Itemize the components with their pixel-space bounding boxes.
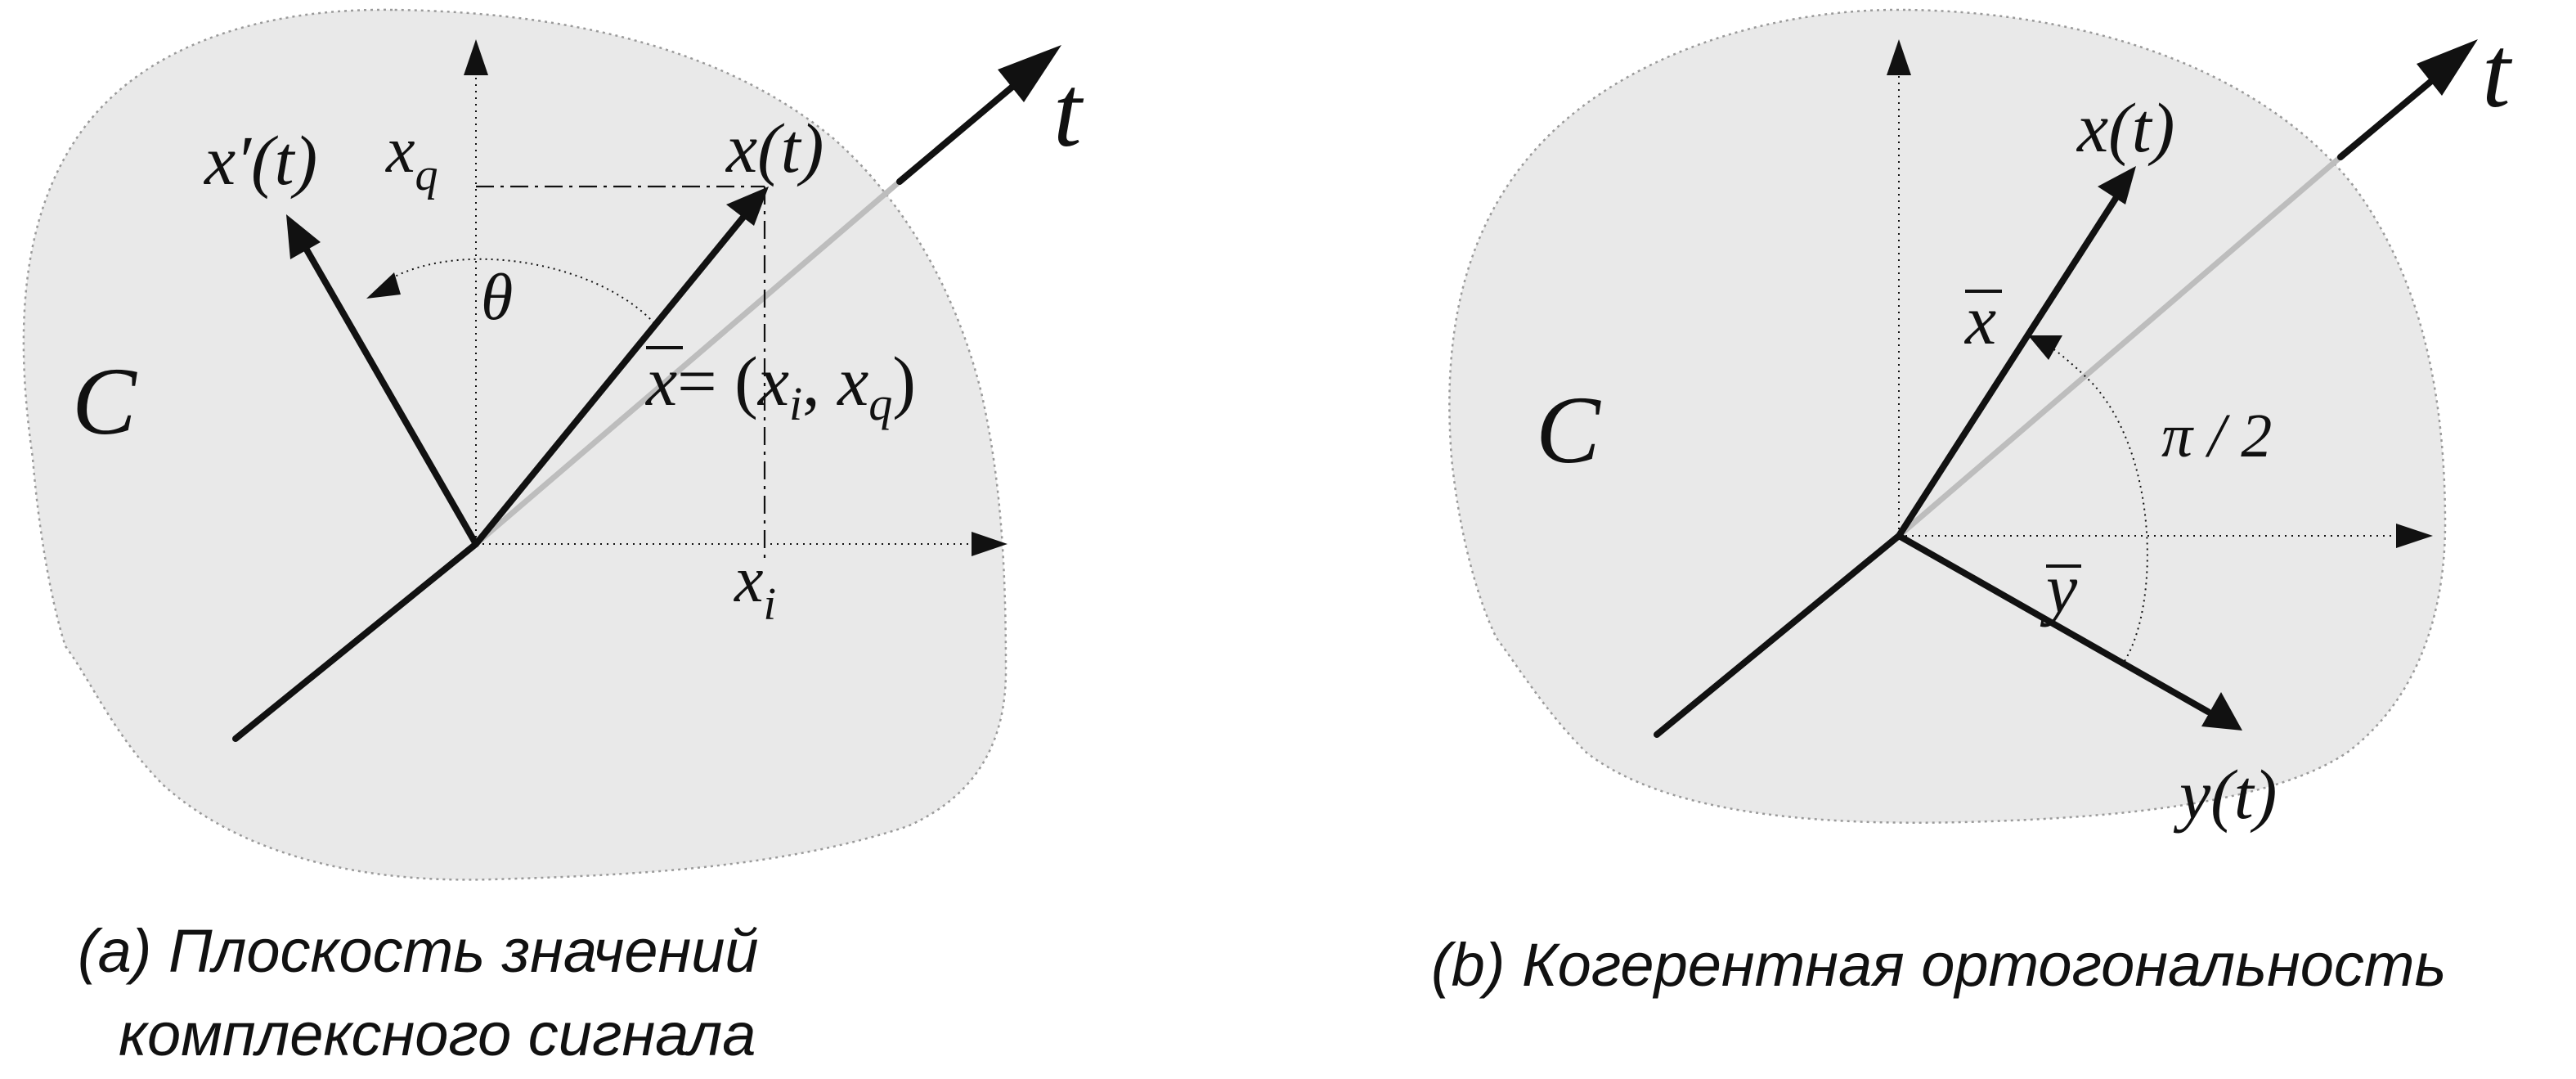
panel-a-point-comma: , [802, 342, 837, 420]
panel-a-quadrature-axis-label-sub: q [415, 150, 438, 200]
panel-b-caption: (b) Когерентная ортогональность [1431, 931, 2446, 999]
panel-a-vector-x-prime-label: x′(t) [203, 121, 317, 200]
panel-a-vector-x-prime [301, 242, 479, 547]
panel-b-vector-x-label: x(t) [2076, 88, 2174, 167]
panel-b-time-axis-label: t [2482, 16, 2513, 129]
panel-b-vector-y-arrow [2201, 692, 2242, 731]
panel-a-time-axis-arrow [998, 45, 1061, 102]
panel-a-inphase-axis-label-main: x [734, 544, 764, 616]
panel-b-vertical-axis-arrow [1887, 39, 1911, 75]
panel-a-region-label: C [72, 348, 137, 455]
panel-a-vector-x-prime-arrow [286, 214, 321, 259]
panel-a-time-axis-label: t [1053, 56, 1084, 169]
panel-a-angle-label: θ [481, 262, 513, 334]
panel-b-angle-arc-arrow [2028, 335, 2062, 360]
panel-b-time-axis-back [1654, 533, 1902, 738]
panel-a-complex-region [22, 8, 1008, 881]
panel-a-quadrature-axis-label-main: x [385, 115, 415, 187]
panel-a-inphase-axis-label-sub: i [764, 579, 777, 630]
panel-b-angle-label: π / 2 [2161, 402, 2272, 470]
panel-a-point-equation: x= (xi, xq) [644, 342, 916, 430]
panel-a-vector-x [473, 208, 752, 547]
panel-a-point-x2: x [836, 342, 868, 420]
panel-b-horizontal-axis-arrow [2396, 524, 2433, 548]
panel-a-caption-line2: комплексного сигнала [119, 1000, 756, 1068]
panel-a-time-axis-outer [896, 75, 1025, 185]
panel-b-time-axis-arrow [2417, 39, 2478, 96]
panel-a-point-sub-i: i [789, 377, 802, 430]
panel-a-point-vector: x [644, 342, 677, 420]
panel-a-point-eq-open: = ( [677, 342, 758, 420]
panel-a-quadrature-axis-label: xq [385, 115, 438, 200]
panel-a-point-eq-close: ) [892, 342, 916, 420]
panel-a-time-axis-back [232, 541, 479, 742]
panel-a-angle-arc-arrow [366, 272, 401, 299]
panel-b-time-axis-inner [1896, 155, 2343, 538]
panel-a-caption-line1: (a) Плоскость значений [78, 917, 759, 985]
panel-a-quadrature-axis-arrow [464, 39, 488, 75]
panel-b: C t x(t) y(t) x y π / 2 (b) Когерентная … [1431, 8, 2513, 999]
panel-a-time-axis-inner [473, 179, 902, 546]
panel-a-point-sub-q: q [868, 377, 892, 430]
panel-b-vector-y-label: y(t) [2173, 755, 2277, 834]
panel-a-vector-x-label: x(t) [725, 109, 824, 187]
panel-b-ybar-label: y [2040, 549, 2078, 627]
panel-b-complex-region [1448, 8, 2447, 824]
panel-b-time-axis-outer [2337, 66, 2448, 160]
panel-a-vector-x-arrow [726, 187, 769, 226]
panel-b-vector-y [1896, 533, 2211, 715]
panel-b-xbar-label: x [1963, 281, 1996, 359]
panel-b-vector-x [1896, 191, 2121, 539]
panel-a-angle-arc [384, 258, 655, 324]
panel-b-vector-x-arrow [2098, 166, 2136, 205]
panel-a-inphase-axis-label: xi [734, 544, 776, 630]
panel-a-point-x1: x [756, 342, 789, 420]
panel-b-region-label: C [1536, 376, 1601, 483]
panel-a-inphase-axis-arrow [972, 532, 1008, 556]
panel-a: C t xq xi x(t) x′(t) θ x= (xi, xq) (a) П… [22, 8, 1084, 1068]
